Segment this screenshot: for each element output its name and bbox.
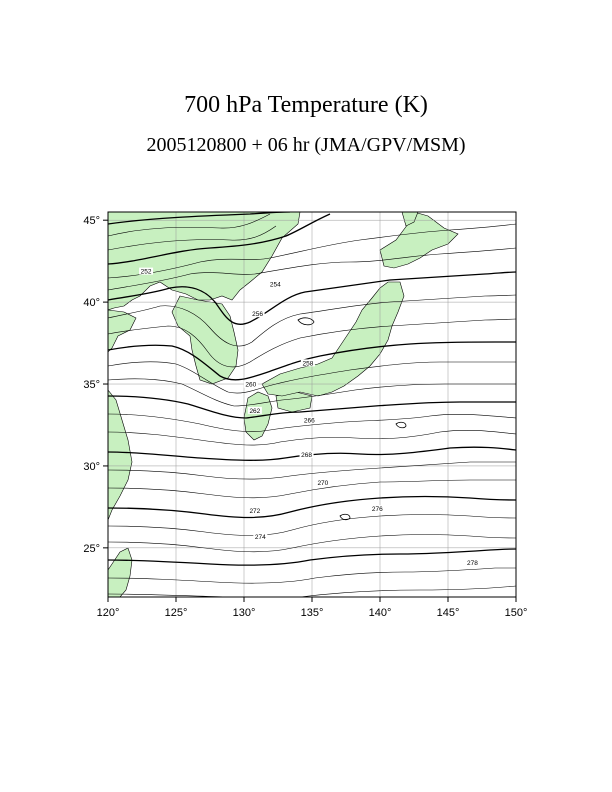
contour-label: 268 (301, 452, 312, 459)
isotherm-line (108, 395, 516, 419)
contour-labels: 252 254 256 258 260 262 266 268 270 272 274 276 278 (139, 267, 480, 567)
lat-tick-label: 30° (83, 461, 100, 473)
contour-label-background (268, 280, 283, 288)
isotherm-line (108, 223, 516, 279)
contour-label-background (253, 533, 268, 541)
isotherm-line (108, 514, 516, 536)
lon-tick-label: 150° (505, 607, 528, 619)
contour-label: 258 (302, 360, 313, 367)
contour-label-background (247, 406, 262, 414)
contour-label: 262 (249, 408, 260, 415)
isotherm-line (299, 585, 516, 597)
isotherm-line (108, 378, 516, 407)
isotherm-line (108, 495, 516, 519)
isotherm-line (108, 294, 516, 347)
land-taiwan (108, 547, 133, 597)
contour-label-background (299, 451, 314, 459)
contour-label: 252 (141, 269, 152, 276)
land-sakhalin (401, 212, 419, 227)
isotherm-line (108, 479, 516, 499)
land-honshu (261, 281, 405, 397)
land-china-south (108, 389, 133, 521)
isotherm-line (108, 213, 331, 265)
land-korea (171, 295, 239, 385)
isotherm-line (108, 429, 516, 446)
contour-label-background (370, 505, 385, 513)
contour-label-background (300, 359, 315, 367)
lon-tick-label: 120° (97, 607, 120, 619)
contour-label-background (315, 478, 330, 486)
contour-label: 274 (255, 534, 266, 541)
contour-label-background (139, 267, 154, 275)
isotherm-line (108, 225, 277, 251)
map-subtitle: 2005120800 + 06 hr (JMA/GPV/MSM) (146, 134, 466, 156)
isotherm-line (108, 271, 516, 325)
isotherm-line (108, 548, 516, 566)
isotherm-line (108, 361, 516, 394)
axis-ticks (103, 219, 517, 602)
lon-tick-label: 140° (369, 607, 392, 619)
isotherm-line (108, 413, 516, 432)
contour-label: 278 (467, 560, 478, 567)
lat-tick-label: 40° (83, 297, 100, 309)
contour-label: 270 (317, 480, 328, 487)
contour-label-background (250, 310, 265, 318)
isotherm-line (108, 318, 516, 368)
contour-label: 266 (304, 418, 315, 425)
contour-label-background (302, 416, 317, 424)
isotherm-lines (108, 212, 516, 597)
isotherm-line (108, 534, 516, 553)
lat-tick-label: 35° (83, 379, 100, 391)
contour-label: 254 (270, 282, 281, 289)
lat-tick-label: 45° (83, 215, 100, 227)
lon-tick-label: 145° (437, 607, 460, 619)
contour-label: 260 (245, 382, 256, 389)
isotherm-line (339, 513, 351, 521)
contour-label: 256 (252, 311, 263, 318)
isotherm-line (108, 446, 516, 461)
contour-label: 272 (249, 508, 260, 515)
lon-tick-label: 130° (233, 607, 256, 619)
isotherm-line (297, 317, 315, 326)
lon-tick-label: 125° (165, 607, 188, 619)
lat-tick-label: 25° (83, 543, 100, 555)
isotherm-line (108, 247, 516, 291)
contour-label-background (247, 506, 262, 514)
isotherm-line (108, 567, 516, 584)
isotherm-line (108, 461, 516, 480)
land-china-coast (108, 309, 137, 353)
isotherm-line (395, 421, 407, 429)
axis-tick-labels: 120° 125° 130° 135° 140° 145° 150° 25° 30° 35° 40°… (83, 215, 527, 619)
isotherm-line (108, 213, 271, 237)
contour-label-background (465, 559, 480, 567)
map-title: 700 hPa Temperature (K) (184, 92, 428, 118)
contour-label: 276 (372, 506, 383, 513)
contour-label-background (243, 380, 258, 388)
lon-tick-label: 135° (301, 607, 324, 619)
